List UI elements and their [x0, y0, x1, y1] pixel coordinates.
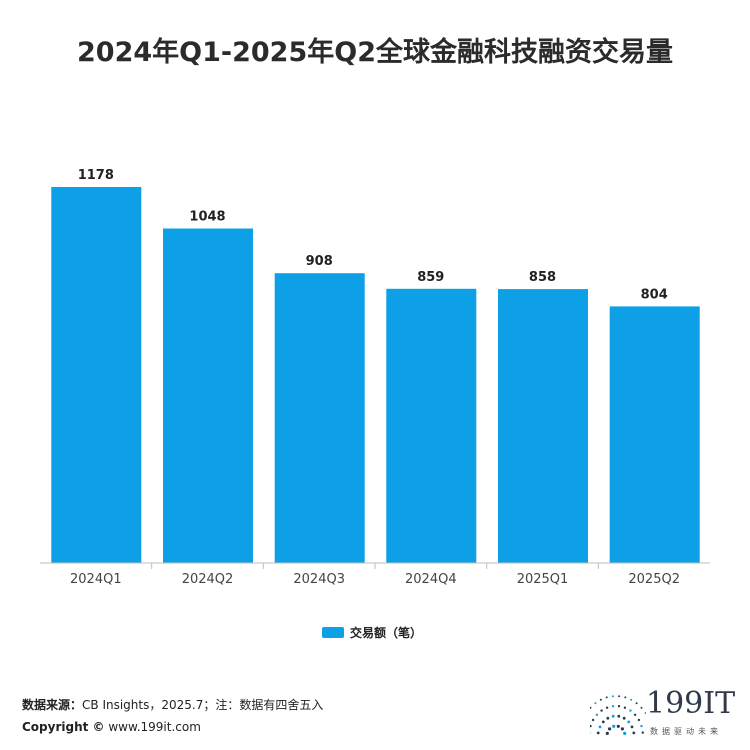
chart-title: 2024年Q1-2025年Q2全球金融科技融资交易量 [77, 37, 673, 68]
dandelion-dots-icon [590, 695, 646, 735]
x-tick-2024Q2: 2024Q2 [182, 572, 234, 587]
data-source: 数据来源：CB Insights，2025.7；注：数据有四舍五入 [22, 696, 323, 713]
data-label-2025Q2: 804 [641, 287, 668, 302]
logo-dot [605, 696, 608, 699]
legend: 交易额（笔） [322, 624, 422, 641]
copyright-text: www.199it.com [104, 720, 201, 734]
logo-dot [630, 698, 633, 701]
source-label: 数据来源： [22, 698, 83, 712]
data-label-2024Q3: 908 [306, 254, 333, 269]
logo-dot [599, 698, 602, 701]
legend-label: 交易额（笔） [350, 626, 423, 640]
logo-dot [605, 731, 609, 735]
logo-dot [608, 727, 612, 731]
copyright-label: Copyright © [22, 720, 105, 734]
logo-dot [633, 713, 637, 716]
logo-dot [624, 696, 627, 699]
logo-dot [590, 706, 592, 709]
logo-dot [622, 716, 626, 720]
bar-2025Q1 [498, 289, 588, 563]
data-label-2024Q2: 1048 [189, 210, 225, 225]
logo-dot [590, 724, 592, 728]
copyright: Copyright © www.199it.com [22, 720, 201, 734]
logo-dot [611, 705, 615, 708]
logo-dot [612, 724, 616, 728]
logo-dot [598, 725, 602, 729]
data-label-2024Q4: 859 [417, 270, 444, 285]
logo-dot [620, 727, 624, 731]
logo-dot [640, 724, 643, 728]
logo-dot [637, 718, 641, 722]
logo-dot [627, 720, 631, 724]
logo-dot [606, 716, 610, 720]
legend-swatch [322, 627, 344, 638]
logo-dot [617, 705, 621, 708]
logo-dot [640, 706, 643, 709]
logo-dot [629, 709, 632, 712]
bar-2024Q4 [386, 288, 477, 563]
x-tick-2025Q1: 2025Q1 [517, 572, 569, 587]
logo-dot [601, 720, 605, 724]
bar-2024Q3 [274, 273, 365, 563]
logo-dot [635, 702, 638, 705]
logo-dot [595, 713, 599, 716]
logo-dot [605, 706, 609, 709]
brand-logo: 199IT 数据驱动未来 [590, 684, 740, 744]
logo-dot [594, 702, 597, 705]
logo-dot [596, 731, 600, 735]
x-tick-2024Q4: 2024Q4 [405, 572, 457, 587]
logo-dot [632, 731, 636, 735]
data-label-2025Q1: 858 [529, 270, 556, 285]
bar-2024Q2 [163, 228, 253, 563]
logo-wordmark: 199IT [646, 686, 736, 721]
x-tick-2024Q3: 2024Q3 [293, 572, 345, 587]
bar-2025Q2 [609, 306, 700, 563]
logo-dot [611, 714, 615, 718]
logo-dot [630, 725, 634, 729]
bar-2024Q1 [51, 187, 142, 563]
logo-dot [617, 714, 621, 718]
data-label-2024Q1: 1178 [78, 168, 114, 183]
x-tick-2024Q1: 2024Q1 [70, 572, 122, 587]
logo-dot [611, 695, 614, 698]
x-tick-2025Q2: 2025Q2 [628, 572, 680, 587]
logo-dot [644, 712, 646, 715]
logo-dot [623, 706, 627, 709]
logo-tagline: 数据驱动未来 [650, 727, 722, 736]
logo-dot [618, 695, 621, 698]
source-text: CB Insights，2025.7；注：数据有四舍五入 [82, 698, 324, 712]
logo-dot [591, 718, 595, 722]
logo-dot [616, 724, 620, 728]
logo-dot [623, 731, 627, 735]
logo-dot [641, 731, 644, 734]
logo-dot [600, 709, 603, 712]
